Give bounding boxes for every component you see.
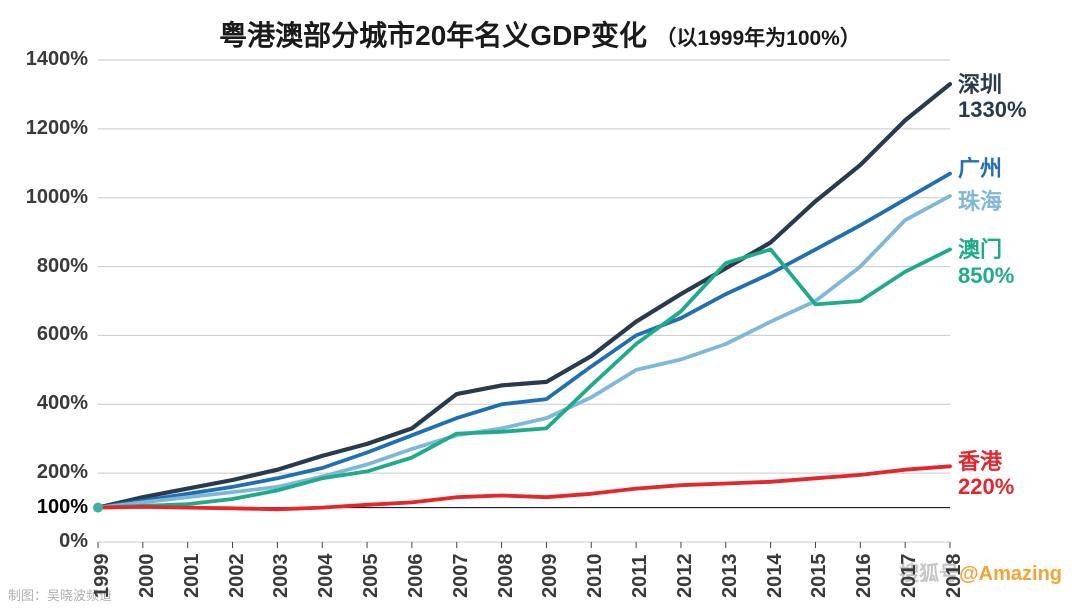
x-tick-label: 2006 xyxy=(405,554,428,599)
series-end-label: 珠海 xyxy=(958,189,1002,214)
y-tick-label: 200% xyxy=(0,461,88,484)
x-tick-label: 2014 xyxy=(764,554,787,599)
x-tick-label: 2002 xyxy=(226,554,249,599)
watermark: 搜狐号@Amazing xyxy=(899,557,1062,586)
y-tick-label: 400% xyxy=(0,392,88,415)
series-line xyxy=(98,249,950,507)
series-end-label: 澳门850% xyxy=(958,237,1014,288)
x-tick-label: 2016 xyxy=(853,554,876,599)
x-tick-label: 2005 xyxy=(360,554,383,599)
x-tick-label: 2015 xyxy=(808,554,831,599)
x-tick-label: 2008 xyxy=(495,554,518,599)
line-series xyxy=(98,60,950,542)
series-line xyxy=(98,174,950,508)
x-tick-label: 2003 xyxy=(270,554,293,599)
x-tick-label: 2011 xyxy=(629,555,652,598)
title-main: 粤港澳部分城市20年名义GDP变化 xyxy=(219,20,647,51)
series-line xyxy=(98,196,950,508)
y-tick-label: 0% xyxy=(0,530,88,553)
y-baseline-label: 100% xyxy=(0,496,88,519)
y-tick-label: 1400% xyxy=(0,48,88,71)
start-marker xyxy=(93,503,103,513)
x-tick-label: 2010 xyxy=(584,554,607,599)
x-tick-label: 2004 xyxy=(315,554,338,599)
y-tick-label: 1200% xyxy=(0,117,88,140)
y-tick-label: 600% xyxy=(0,323,88,346)
x-tick-label: 2001 xyxy=(181,554,204,599)
watermark-orange: @Amazing xyxy=(959,563,1062,585)
x-tick-label: 2018 xyxy=(943,554,966,599)
chart-title: 粤港澳部分城市20年名义GDP变化 （以1999年为100%） xyxy=(0,14,1080,54)
x-tick-label: 2009 xyxy=(539,554,562,599)
x-tick-label: 2013 xyxy=(719,554,742,599)
y-tick-label: 1000% xyxy=(0,186,88,209)
x-tick-label: 2000 xyxy=(136,554,159,599)
chart-container: 粤港澳部分城市20年名义GDP变化 （以1999年为100%） 制图：吴晓波频道… xyxy=(0,0,1080,608)
x-tick-label: 2017 xyxy=(898,554,921,599)
x-tick-label: 2012 xyxy=(674,554,697,599)
x-tick-label: 2007 xyxy=(450,554,473,599)
series-end-label: 广州 xyxy=(958,156,1002,181)
series-end-label: 深圳1330% xyxy=(958,72,1027,123)
x-tick-label: 1999 xyxy=(91,554,114,599)
plot-area xyxy=(98,60,950,542)
series-end-label: 香港220% xyxy=(958,449,1014,500)
y-tick-label: 800% xyxy=(0,255,88,278)
title-sub: （以1999年为100%） xyxy=(655,27,860,50)
